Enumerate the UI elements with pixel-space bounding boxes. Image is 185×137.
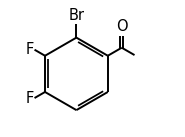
Text: F: F <box>25 42 33 57</box>
Text: O: O <box>116 19 127 34</box>
Text: F: F <box>25 91 33 105</box>
Text: Br: Br <box>68 8 84 23</box>
